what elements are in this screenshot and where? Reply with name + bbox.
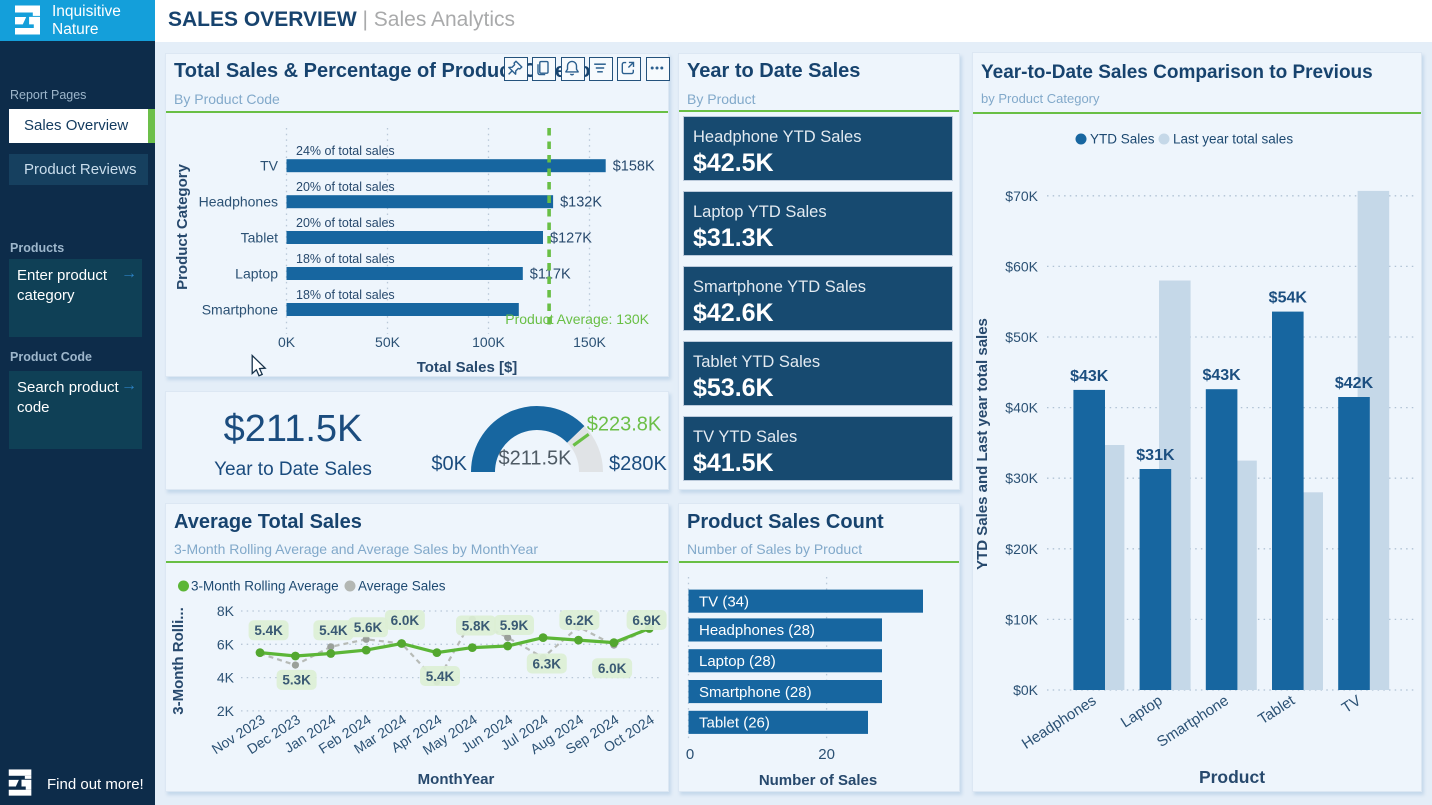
svg-text:20: 20 <box>818 746 835 763</box>
svg-text:2K: 2K <box>217 703 235 719</box>
svg-text:$54K: $54K <box>1269 290 1308 307</box>
svg-text:$117K: $117K <box>530 266 571 282</box>
svg-text:$158K: $158K <box>613 159 655 175</box>
svg-text:Headphones: Headphones <box>1019 692 1100 753</box>
svg-text:$223.8K: $223.8K <box>587 414 662 436</box>
svg-text:$50K: $50K <box>1005 329 1038 345</box>
svg-text:5.4K: 5.4K <box>319 623 348 638</box>
svg-text:$211.5K: $211.5K <box>224 408 363 450</box>
svg-text:8K: 8K <box>217 603 235 619</box>
svg-text:Laptop (28): Laptop (28) <box>699 653 776 670</box>
svg-text:5.4K: 5.4K <box>426 669 455 684</box>
svg-text:YTD Sales and Last year total: YTD Sales and Last year total sales <box>974 318 991 570</box>
svg-text:$0K: $0K <box>1013 682 1039 698</box>
svg-text:$132K: $132K <box>560 195 602 211</box>
svg-text:$20K: $20K <box>1005 541 1038 557</box>
svg-text:5.8K: 5.8K <box>462 618 491 633</box>
svg-text:3-Month Rolling Average: 3-Month Rolling Average <box>191 579 339 594</box>
svg-text:50K: 50K <box>375 334 401 350</box>
svg-text:6.0K: 6.0K <box>391 613 420 628</box>
svg-text:$42K: $42K <box>1335 375 1374 392</box>
svg-text:6.3K: 6.3K <box>533 656 562 671</box>
svg-text:$280K: $280K <box>609 453 667 475</box>
svg-text:5.4K: 5.4K <box>254 623 283 638</box>
svg-text:Smartphone: Smartphone <box>1154 692 1232 751</box>
svg-text:$211.5K: $211.5K <box>498 448 572 470</box>
svg-text:100K: 100K <box>472 334 505 350</box>
svg-text:4K: 4K <box>217 670 235 686</box>
svg-text:MonthYear: MonthYear <box>418 771 495 788</box>
svg-text:Product: Product <box>1199 767 1265 787</box>
svg-text:Tablet (26): Tablet (26) <box>699 715 770 732</box>
svg-text:TV (34): TV (34) <box>699 593 749 610</box>
svg-text:Last year total sales: Last year total sales <box>1173 132 1293 147</box>
svg-text:0: 0 <box>686 746 694 763</box>
svg-text:$0K: $0K <box>431 453 467 475</box>
svg-text:Total Sales [$]: Total Sales [$] <box>417 359 518 376</box>
svg-text:YTD Sales: YTD Sales <box>1090 132 1155 147</box>
svg-text:$127K: $127K <box>550 230 592 246</box>
svg-text:6.0K: 6.0K <box>598 661 627 676</box>
svg-text:$30K: $30K <box>1005 470 1038 486</box>
svg-text:18% of total sales: 18% of total sales <box>296 288 395 302</box>
svg-text:5.6K: 5.6K <box>354 620 383 635</box>
svg-text:Smartphone: Smartphone <box>202 302 278 318</box>
svg-text:Smartphone (28): Smartphone (28) <box>699 684 812 701</box>
svg-text:TV: TV <box>1339 692 1364 717</box>
svg-text:Headphones (28): Headphones (28) <box>699 622 815 639</box>
svg-text:Tablet: Tablet <box>1255 692 1299 729</box>
svg-text:$60K: $60K <box>1005 258 1038 274</box>
svg-text:Laptop: Laptop <box>235 266 278 282</box>
svg-text:TV: TV <box>260 158 279 174</box>
svg-text:20% of total sales: 20% of total sales <box>296 180 395 194</box>
svg-text:$31K: $31K <box>1136 447 1175 464</box>
svg-text:6.2K: 6.2K <box>565 613 594 628</box>
svg-text:$10K: $10K <box>1005 611 1038 627</box>
svg-text:Product Category: Product Category <box>174 163 191 290</box>
svg-text:6.9K: 6.9K <box>632 613 661 628</box>
svg-text:$43K: $43K <box>1070 368 1109 385</box>
svg-text:Headphones: Headphones <box>199 194 278 210</box>
svg-text:0K: 0K <box>278 334 296 350</box>
svg-text:Laptop: Laptop <box>1118 692 1166 731</box>
svg-text:150K: 150K <box>573 334 606 350</box>
svg-text:$70K: $70K <box>1005 188 1038 204</box>
svg-text:Number of Sales: Number of Sales <box>759 772 877 789</box>
svg-text:Tablet: Tablet <box>241 230 278 246</box>
svg-text:$40K: $40K <box>1005 400 1038 416</box>
svg-text:Average Sales: Average Sales <box>358 579 446 594</box>
svg-text:$43K: $43K <box>1202 367 1241 384</box>
svg-text:24% of total sales: 24% of total sales <box>296 144 395 158</box>
svg-text:Year to Date Sales: Year to Date Sales <box>214 459 372 480</box>
svg-text:Product Average: 130K: Product Average: 130K <box>505 311 649 327</box>
svg-text:3-Month Rolli...: 3-Month Rolli... <box>170 607 187 714</box>
svg-text:20% of total sales: 20% of total sales <box>296 216 395 230</box>
svg-text:6K: 6K <box>217 636 235 652</box>
svg-text:5.3K: 5.3K <box>282 673 311 688</box>
svg-text:5.9K: 5.9K <box>500 618 529 633</box>
svg-text:18% of total sales: 18% of total sales <box>296 252 395 266</box>
